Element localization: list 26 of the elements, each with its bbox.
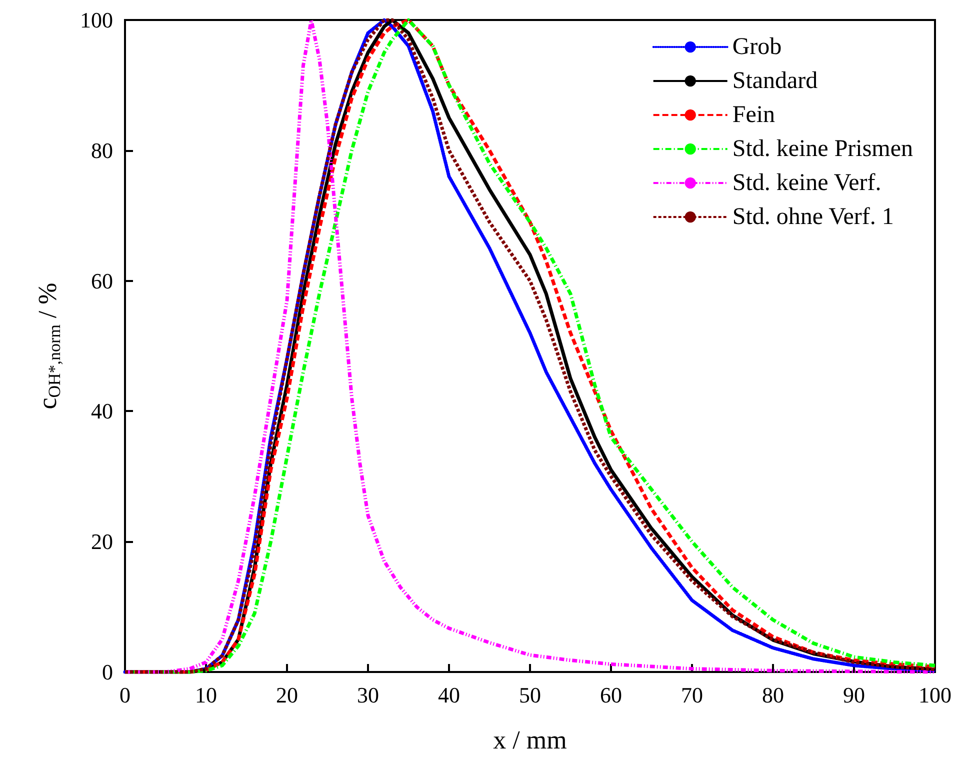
y-tick-label: 0	[102, 660, 113, 684]
y-tick-label: 80	[91, 138, 113, 163]
x-tick-label: 50	[519, 682, 541, 708]
y-tick-label: 40	[91, 398, 113, 424]
y-axis-title: cOH*,norm / %	[33, 282, 64, 410]
line-series	[123, 18, 937, 674]
x-tick-label: 100	[918, 682, 952, 708]
y-tick-label: 20	[91, 529, 113, 554]
x-tick-label: 30	[357, 682, 379, 708]
x-tick-label: 90	[843, 682, 865, 708]
x-tick-label: 20	[276, 682, 298, 708]
x-tick-label: 0	[120, 682, 130, 708]
x-tick-label: 80	[762, 682, 784, 708]
legend-label: Fein	[732, 102, 776, 128]
legend-label: Std. keine Prismen	[732, 136, 913, 162]
legend-label: Grob	[732, 34, 782, 60]
x-tick-label: 10	[195, 682, 217, 708]
legend-label: Std. ohne Verf. 1	[732, 204, 894, 230]
legend-label: Std. keine Verf.	[732, 170, 882, 196]
y-tick-label: 100	[80, 8, 113, 32]
legend-label: Standard	[732, 68, 818, 94]
x-tick-label: 60	[600, 682, 622, 708]
x-tick-label: 70	[681, 682, 703, 708]
x-tick-label: 40	[438, 682, 460, 708]
x-axis-title: x / mm	[493, 726, 567, 754]
y-tick-label: 60	[91, 268, 113, 294]
